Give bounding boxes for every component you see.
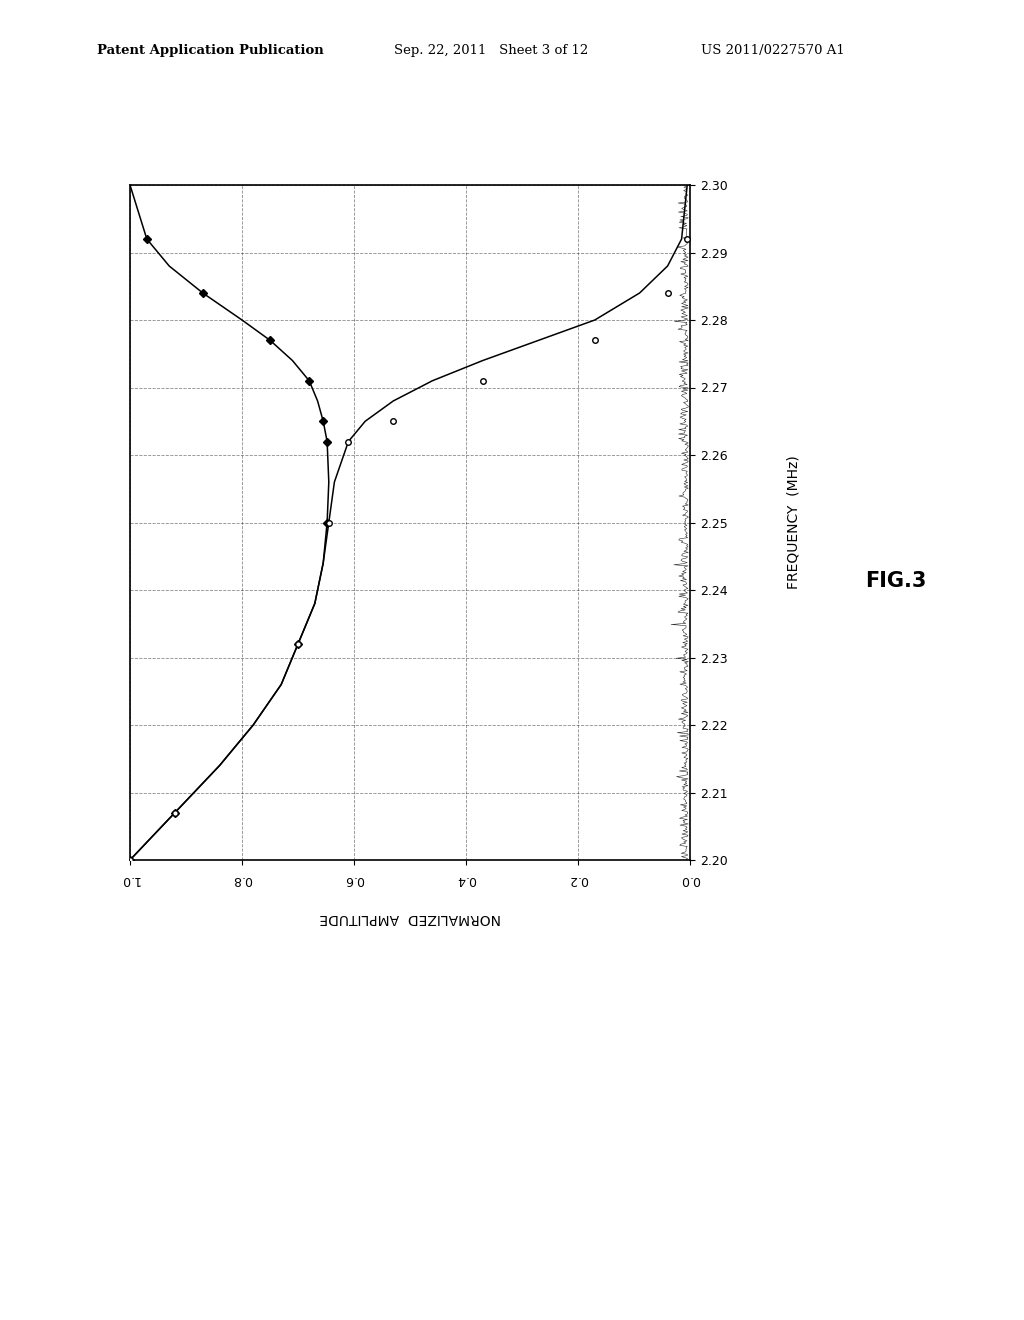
Text: US 2011/0227570 A1: US 2011/0227570 A1 [701, 44, 845, 57]
Y-axis label: FREQUENCY  (MHz): FREQUENCY (MHz) [786, 455, 801, 589]
Text: Sep. 22, 2011   Sheet 3 of 12: Sep. 22, 2011 Sheet 3 of 12 [394, 44, 589, 57]
X-axis label: NORMALIZED  AMPLITUDE: NORMALIZED AMPLITUDE [319, 911, 501, 925]
Text: FIG.3: FIG.3 [865, 570, 927, 591]
Text: Patent Application Publication: Patent Application Publication [97, 44, 324, 57]
